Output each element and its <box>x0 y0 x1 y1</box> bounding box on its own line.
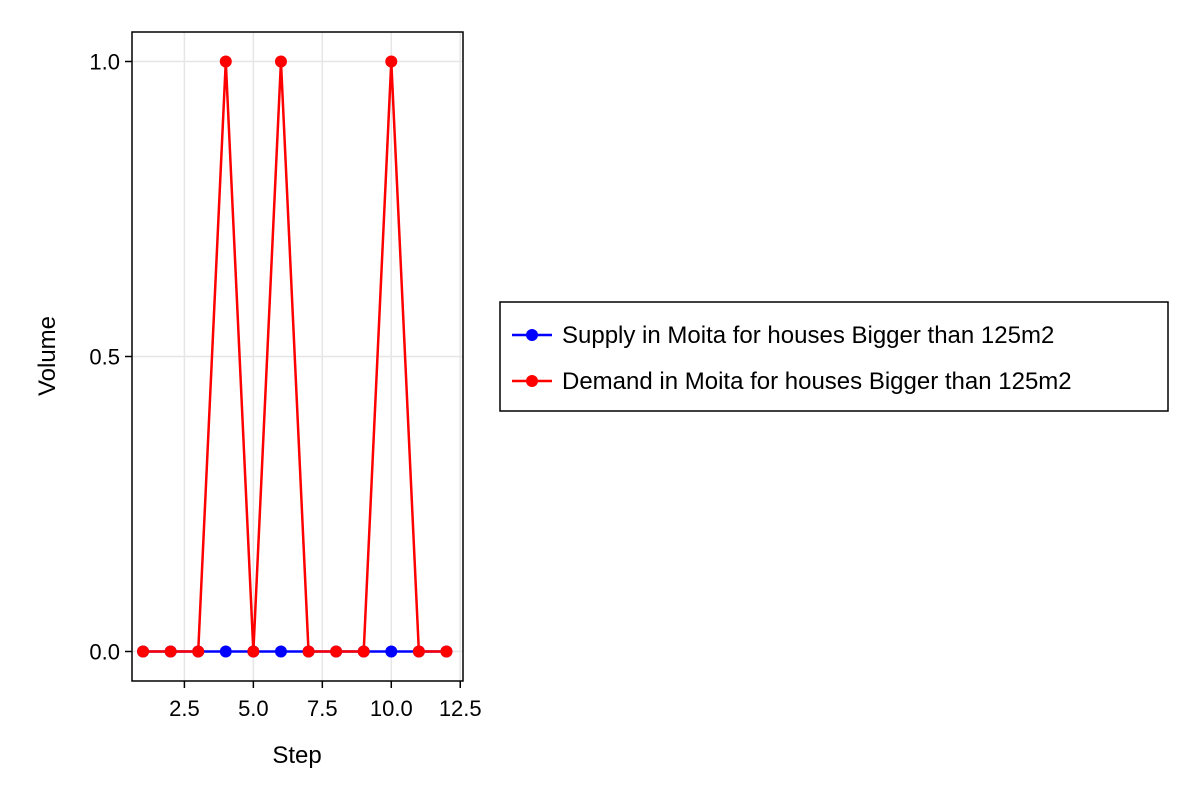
x-tick-label: 2.5 <box>169 696 200 721</box>
legend-label: Supply in Moita for houses Bigger than 1… <box>562 322 1054 349</box>
data-point <box>274 55 287 68</box>
data-point <box>219 645 232 658</box>
series-2 <box>137 55 453 658</box>
data-point <box>274 645 287 658</box>
data-point <box>385 645 398 658</box>
x-tick-label: 5.0 <box>238 696 269 721</box>
legend-entry: Supply in Moita for houses Bigger than 1… <box>512 322 1054 349</box>
legend-marker <box>526 375 538 387</box>
legend-box <box>499 301 1169 412</box>
x-tick-label: 7.5 <box>307 696 338 721</box>
legend-marker <box>526 329 538 341</box>
data-point <box>412 645 425 658</box>
x-tick-label: 12.5 <box>439 696 482 721</box>
x-axis-label: Step <box>272 742 321 769</box>
data-point <box>357 645 370 658</box>
data-point <box>192 645 205 658</box>
legend-entries: Supply in Moita for houses Bigger than 1… <box>512 322 1072 395</box>
data-point <box>385 55 398 68</box>
y-axis-label: Volume <box>34 316 61 396</box>
data-point <box>302 645 315 658</box>
series-layer <box>137 55 453 658</box>
y-tick-label: 0.0 <box>89 640 120 665</box>
data-point <box>247 645 260 658</box>
data-point <box>164 645 177 658</box>
data-point <box>219 55 232 68</box>
y-tick-label: 1.0 <box>89 50 120 75</box>
data-point <box>330 645 343 658</box>
axis-ticks: 2.5 5.0 7.5 10.0 12.5 0.0 0.5 1.0 <box>89 50 481 722</box>
x-tick-label: 10.0 <box>370 696 413 721</box>
legend: Supply in Moita for houses Bigger than 1… <box>499 301 1169 412</box>
data-point <box>137 645 150 658</box>
legend-entry: Demand in Moita for houses Bigger than 1… <box>512 368 1072 395</box>
data-point <box>440 645 453 658</box>
grid-lines <box>132 32 463 681</box>
legend-label: Demand in Moita for houses Bigger than 1… <box>562 368 1072 395</box>
y-tick-label: 0.5 <box>89 345 120 370</box>
